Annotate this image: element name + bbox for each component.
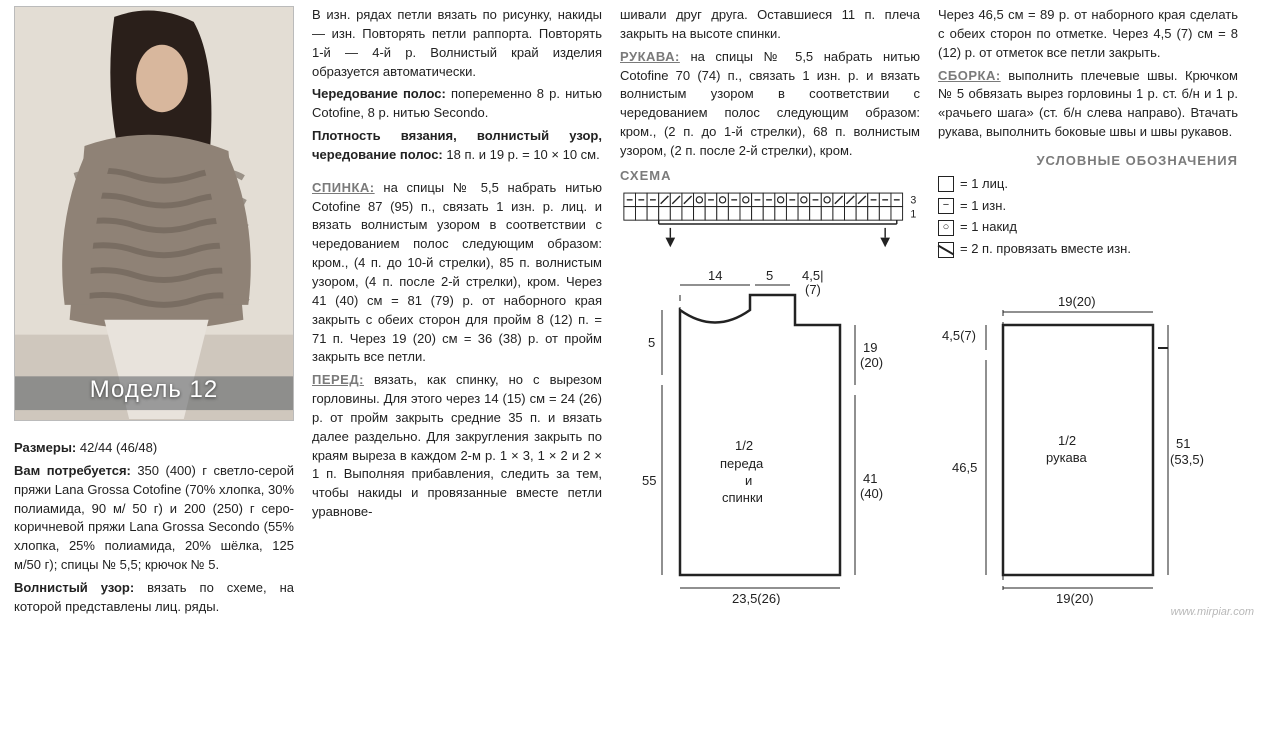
svg-text:19(20): 19(20) — [1056, 591, 1094, 606]
svg-text:(20): (20) — [860, 355, 883, 370]
svg-text:55: 55 — [642, 473, 656, 488]
assembly-label: СБОРКА: — [938, 68, 1001, 83]
svg-text:19(20): 19(20) — [1058, 294, 1096, 309]
column-3: шивали друг друга. Оставшиеся 11 п. плеч… — [620, 6, 920, 621]
legend-symbol-circle — [938, 220, 954, 236]
svg-text:переда: переда — [720, 456, 764, 471]
svg-text:5: 5 — [766, 268, 773, 283]
svg-text:5: 5 — [648, 335, 655, 350]
front-para: ПЕРЕД: вязать, как спинку, но с вырезом … — [312, 371, 602, 522]
row1-label: 1 — [910, 208, 916, 220]
alt-para: Чередование полос: попеременно 8 р. нить… — [312, 85, 602, 123]
legend-symbol-minus — [938, 198, 954, 214]
schema-chart: 3 1 — [620, 190, 920, 260]
legend-text: = 2 п. провязать вместе изн. — [960, 240, 1131, 259]
svg-text:(40): (40) — [860, 486, 883, 501]
svg-text:41: 41 — [863, 471, 877, 486]
legend-row: = 1 накид — [938, 218, 1238, 237]
sizes-label: Размеры: — [14, 440, 76, 455]
needs-label: Вам потребуется: — [14, 463, 131, 478]
needs-para: Вам потребуется: 350 (400) г светло-серо… — [14, 462, 294, 575]
sizes-value: 42/44 (46/48) — [80, 440, 157, 455]
svg-text:спинки: спинки — [722, 490, 763, 505]
svg-text:рукава: рукава — [1046, 450, 1088, 465]
back-label: СПИНКА: — [312, 180, 375, 195]
schema-title: СХЕМА — [620, 167, 920, 186]
page: Модель 12 Размеры: 42/44 (46/48) Вам пот… — [14, 6, 1260, 621]
wave-para: Волнистый узор: вязать по схеме, на кото… — [14, 579, 294, 617]
svg-text:23,5(26): 23,5(26) — [732, 591, 780, 605]
sizes-para: Размеры: 42/44 (46/48) — [14, 439, 294, 458]
svg-text:51: 51 — [1176, 436, 1190, 451]
c2-p1: В изн. рядах петли вязать по рисунку, на… — [312, 6, 602, 81]
model-photo: Модель 12 — [14, 6, 294, 421]
legend-text: = 1 лиц. — [960, 175, 1008, 194]
svg-text:и: и — [745, 473, 752, 488]
legend-block: УСЛОВНЫЕ ОБОЗНАЧЕНИЯ = 1 лиц. = 1 изн. = 1… — [938, 152, 1238, 259]
photo-illustration — [15, 7, 293, 419]
svg-text:(53,5): (53,5) — [1170, 452, 1204, 467]
legend-symbol-empty — [938, 176, 954, 192]
needs-text: 350 (400) г светло-серой пряжи Lana Gros… — [14, 463, 294, 572]
svg-text:4,5(7): 4,5(7) — [942, 328, 976, 343]
sleeves-para: РУКАВА: на спицы № 5,5 набрать нитью Cot… — [620, 48, 920, 161]
svg-text:14: 14 — [708, 268, 722, 283]
svg-text:46,5: 46,5 — [952, 460, 977, 475]
legend-title: УСЛОВНЫЕ ОБОЗНАЧЕНИЯ — [938, 152, 1238, 171]
legend-row: = 1 лиц. — [938, 175, 1238, 194]
density-text: 18 п. и 19 р. = 10 × 10 см. — [446, 147, 599, 162]
row3-label: 3 — [910, 194, 916, 206]
back-text: на спицы № 5,5 набрать нитью Cotofine 87… — [312, 180, 602, 365]
legend-text: = 1 накид — [960, 218, 1017, 237]
assembly-para: СБОРКА: выполнить плечевые швы. Крючком … — [938, 67, 1238, 142]
legend-symbol-slash — [938, 242, 954, 258]
density-para: Плотность вязания, волнистый узор, черед… — [312, 127, 602, 165]
svg-text:1/2: 1/2 — [735, 438, 753, 453]
back-para: СПИНКА: на спицы № 5,5 набрать нитью Cot… — [312, 179, 602, 367]
alt-label: Чередование полос: — [312, 86, 446, 101]
svg-text:(7): (7) — [805, 282, 821, 297]
svg-text:4,5|: 4,5| — [802, 268, 823, 283]
column-1: Модель 12 Размеры: 42/44 (46/48) Вам пот… — [14, 6, 294, 621]
legend-row: = 1 изн. — [938, 197, 1238, 216]
front-label: ПЕРЕД: — [312, 372, 364, 387]
svg-text:19: 19 — [863, 340, 877, 355]
sleeve-diagram: 19(20) 4,5(7) 1/2 рукава 46,5 51(53,5) 1… — [938, 280, 1208, 610]
sleeves-label: РУКАВА: — [620, 49, 680, 64]
column-2: В изн. рядах петли вязать по рисунку, на… — [312, 6, 602, 621]
model-label: Модель 12 — [15, 373, 293, 408]
column-4: Через 46,5 см = 89 р. от наборного края … — [938, 6, 1238, 621]
legend-row: = 2 п. провязать вместе изн. — [938, 240, 1238, 259]
front-text: вязать, как спинку, но с вырезом горлови… — [312, 372, 602, 519]
legend-text: = 1 изн. — [960, 197, 1006, 216]
wave-label: Волнистый узор: — [14, 580, 134, 595]
body-diagram: 14 5 4,5|(7) 5 19(20) 1/2 переда и спинк… — [620, 265, 900, 605]
svg-text:1/2: 1/2 — [1058, 433, 1076, 448]
watermark: www.mirpiar.com — [1171, 605, 1254, 621]
c3-p1: шивали друг друга. Оставшиеся 11 п. плеч… — [620, 6, 920, 44]
c4-p1: Через 46,5 см = 89 р. от наборного края … — [938, 6, 1238, 63]
sleeves-text: на спицы № 5,5 набрать нитью Cotofine 70… — [620, 49, 920, 158]
schema-block: СХЕМА 3 1 — [620, 167, 920, 266]
